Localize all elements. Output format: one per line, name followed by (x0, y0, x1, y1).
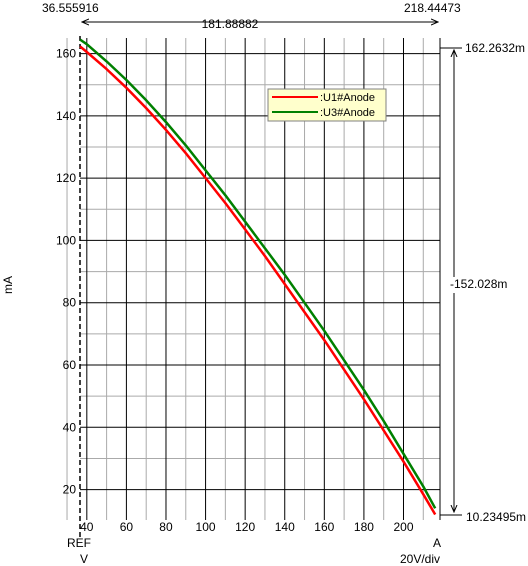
x-tick-label: 180 (354, 520, 374, 534)
cursor-delta-y-readout: -152.028m (450, 277, 507, 291)
x-tick-label: 120 (235, 520, 255, 534)
cursor-bottom-y-readout: 10.23495m (466, 510, 526, 524)
legend-entry-u1: :U1#Anode (320, 92, 375, 104)
y-tick-label: 100 (56, 233, 76, 247)
x-tick-label: 140 (275, 520, 295, 534)
a-scale-label: 20V/div (400, 552, 440, 566)
x-tick-label: 80 (159, 520, 173, 534)
x-tick-label: 160 (314, 520, 334, 534)
x-tick-label: 200 (393, 520, 413, 534)
cursor-left-x-readout: 36.555916 (42, 1, 99, 15)
legend-box (267, 88, 387, 122)
y-tick-label: 80 (63, 296, 77, 310)
legend-entry-u3: :U3#Anode (320, 107, 375, 119)
cursor-top-y-readout: 162.2632m (465, 41, 525, 55)
y-tick-label: 20 (63, 483, 77, 497)
ref-unit-label: V (80, 552, 88, 566)
series-line-u3 (79, 38, 437, 509)
grid (66, 38, 440, 520)
y-tick-label: 160 (56, 47, 76, 61)
y-axis-label: mA (1, 276, 15, 294)
cursor-delta-x-readout: 181.88882 (202, 17, 259, 31)
series-lines (79, 38, 437, 516)
axes: 40 60 80 100 120 140 160 180 200 20 40 60 80 100 120 14… (56, 36, 441, 540)
y-tick-label: 120 (56, 171, 76, 185)
x-tick-label: 100 (196, 520, 216, 534)
y-tick-label: 40 (63, 420, 77, 434)
a-label: A (433, 536, 441, 550)
legend: :U1#Anode :U3#Anode (267, 88, 387, 122)
x-tick-label: 40 (80, 520, 94, 534)
y-tick-label: 60 (63, 358, 77, 372)
cursor-right-x-readout: 218.44473 (404, 1, 461, 15)
y-tick-label: 140 (56, 109, 76, 123)
ref-label: REF (67, 536, 91, 550)
series-line-u1 (79, 45, 437, 516)
x-tick-label: 60 (120, 520, 134, 534)
